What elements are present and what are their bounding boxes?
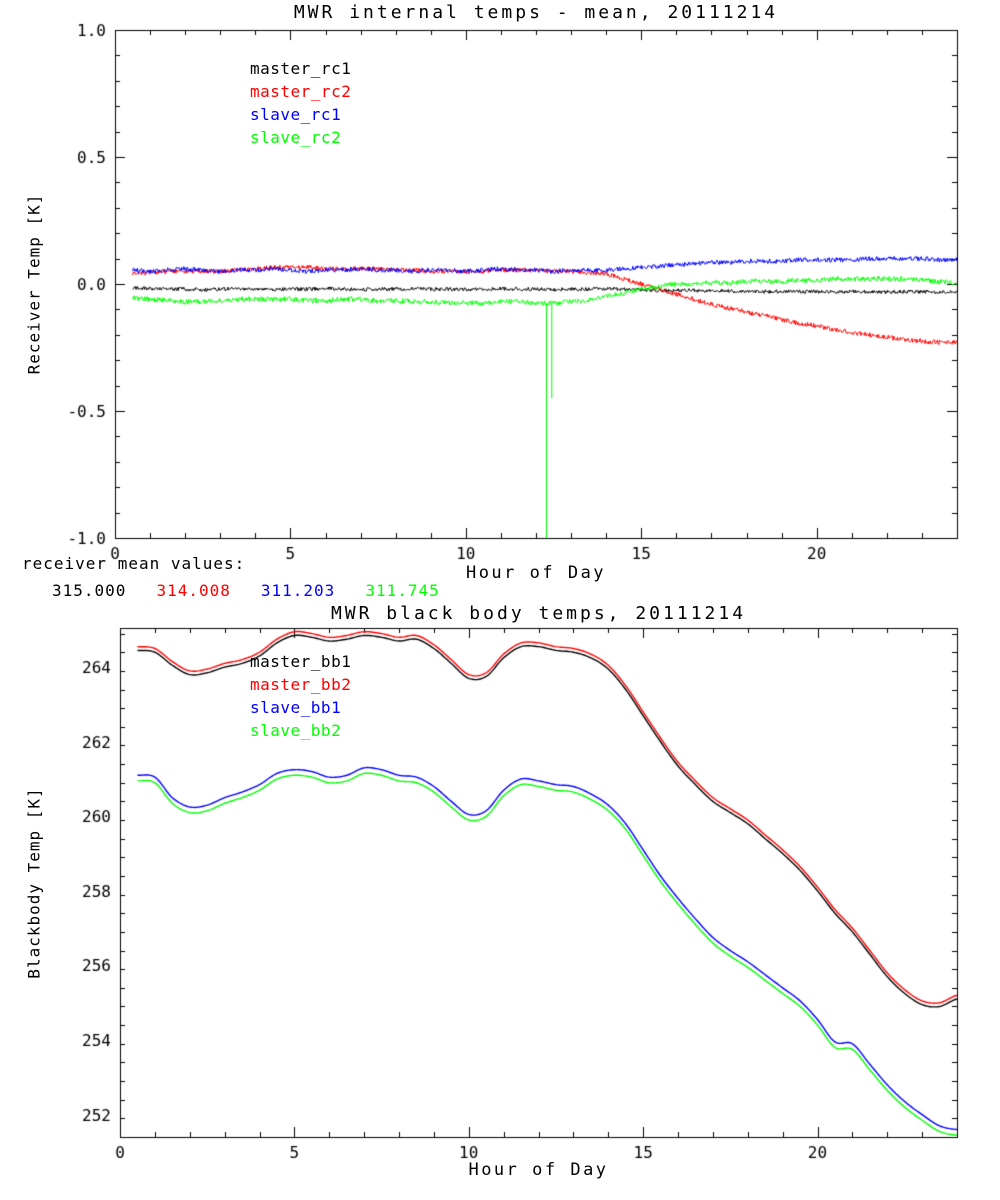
bottom-chart-title: MWR black body temps, 20111214 (330, 603, 747, 624)
top-chart-title: MWR internal temps - mean, 20111214 (293, 2, 779, 23)
legend-item-slave_rc2: slave_rc2 (250, 128, 342, 147)
receiver-mean-values-row: 315.000 314.008 311.203 311.745 (52, 581, 440, 600)
legend-item-master_bb2: master_bb2 (250, 675, 352, 694)
bottom-chart-xlabel: Hour of Day (468, 1160, 609, 1180)
bottom-chart-legend: master_bb1 master_bb2 slave_bb1 slave_bb… (250, 650, 351, 742)
legend-item-master_rc2: master_rc2 (250, 82, 352, 101)
bottom-chart-ylabel: Blackbody Temp [K] (24, 787, 44, 979)
mean-value-master_rc1: 315.000 (52, 581, 127, 600)
legend-item-slave_rc1: slave_rc1 (250, 105, 342, 124)
receiver-mean-values-label: receiver mean values: (22, 554, 246, 573)
mean-value-slave_rc1: 311.203 (260, 581, 336, 600)
top-chart-legend: master_rc1 master_rc2 slave_rc1 slave_rc… (250, 57, 351, 149)
mean-value-master_rc2: 314.008 (156, 581, 231, 600)
legend-item-master_rc1: master_rc1 (250, 59, 352, 78)
top-chart-ylabel: Receiver Temp [K] (24, 193, 44, 375)
legend-item-master_bb1: master_bb1 (250, 652, 352, 671)
top-chart-xlabel: Hour of Day (465, 563, 607, 583)
legend-item-slave_bb1: slave_bb1 (250, 698, 342, 717)
legend-item-slave_bb2: slave_bb2 (250, 721, 342, 740)
mean-value-slave_rc2: 311.745 (365, 581, 440, 600)
